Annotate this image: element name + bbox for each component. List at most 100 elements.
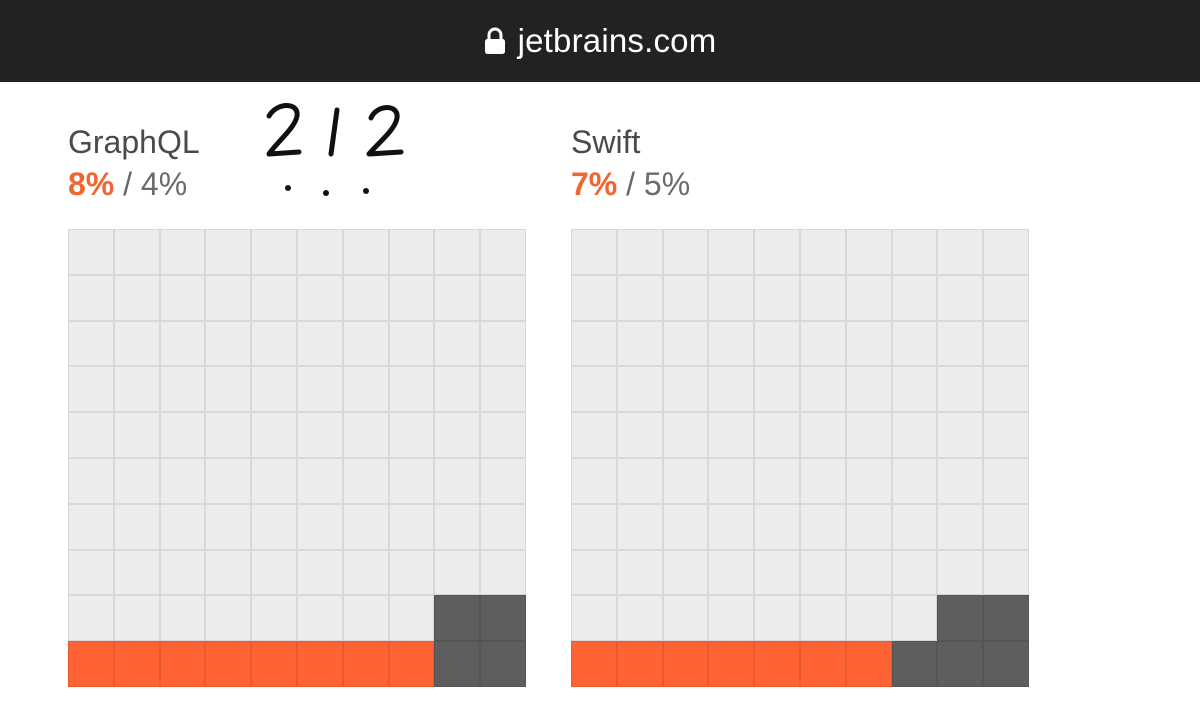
waffle-cell <box>571 412 617 458</box>
waffle-cell <box>662 412 709 458</box>
waffle-cell <box>251 412 297 458</box>
swift-title: Swift <box>571 124 641 160</box>
waffle-cell <box>388 320 435 367</box>
waffle-cell <box>113 320 160 367</box>
waffle-cell <box>296 412 343 458</box>
waffle-cell <box>296 366 343 413</box>
waffle-cell <box>891 366 938 413</box>
waffle-cell <box>708 503 755 550</box>
waffle-cell <box>662 274 709 321</box>
waffle-cell <box>616 549 663 596</box>
waffle-cell <box>754 412 800 458</box>
waffle-cell <box>251 274 297 321</box>
waffle-cell-secondary <box>891 641 938 687</box>
waffle-cell <box>68 366 114 413</box>
waffle-cell <box>662 457 709 504</box>
waffle-cell <box>113 549 160 596</box>
waffle-cell <box>480 229 526 275</box>
waffle-cell <box>113 457 160 504</box>
waffle-cell <box>754 274 800 321</box>
waffle-cell <box>388 366 435 413</box>
waffle-cell-primary <box>296 641 343 687</box>
graphql-title: GraphQL <box>68 124 200 160</box>
waffle-cell <box>342 229 389 275</box>
waffle-cell-primary <box>571 641 617 687</box>
waffle-cell <box>342 457 389 504</box>
lock-icon <box>484 27 506 55</box>
waffle-cell <box>937 503 984 550</box>
waffle-cell <box>891 274 938 321</box>
waffle-cell <box>983 229 1029 275</box>
url-display[interactable]: jetbrains.com <box>484 22 717 60</box>
waffle-cell <box>434 503 481 550</box>
waffle-cell <box>799 366 846 413</box>
waffle-cell <box>159 595 206 642</box>
waffle-cell-primary <box>388 641 435 687</box>
waffle-cell <box>159 503 206 550</box>
waffle-cell <box>68 457 114 504</box>
waffle-cell <box>571 503 617 550</box>
waffle-cell <box>571 595 617 642</box>
waffle-cell-primary <box>159 641 206 687</box>
waffle-cell <box>616 366 663 413</box>
waffle-cell <box>68 412 114 458</box>
waffle-cell <box>342 320 389 367</box>
waffle-cell <box>68 549 114 596</box>
waffle-cell <box>891 320 938 367</box>
waffle-cell <box>159 274 206 321</box>
waffle-cell <box>113 503 160 550</box>
waffle-cell <box>891 549 938 596</box>
waffle-cell <box>891 229 938 275</box>
waffle-cell <box>937 229 984 275</box>
waffle-cell <box>480 457 526 504</box>
waffle-cell <box>616 503 663 550</box>
graphql-primary-value: 8% <box>68 166 115 202</box>
waffle-cell <box>799 229 846 275</box>
waffle-cell-primary <box>113 641 160 687</box>
waffle-cell <box>708 457 755 504</box>
waffle-cell <box>251 366 297 413</box>
waffle-cell <box>159 366 206 413</box>
waffle-cell <box>342 412 389 458</box>
swift-separator: / <box>617 166 644 202</box>
waffle-cell <box>296 549 343 596</box>
waffle-cell <box>937 274 984 321</box>
waffle-cell-primary <box>754 641 800 687</box>
waffle-cell <box>708 274 755 321</box>
waffle-cell <box>616 229 663 275</box>
waffle-cell <box>662 595 709 642</box>
waffle-cell <box>113 595 160 642</box>
waffle-cell-primary <box>342 641 389 687</box>
waffle-cell <box>937 320 984 367</box>
waffle-cell <box>205 412 252 458</box>
waffle-cell <box>342 274 389 321</box>
waffle-cell <box>937 412 984 458</box>
handwritten-annotation <box>266 103 404 196</box>
waffle-cell <box>662 366 709 413</box>
waffle-cell <box>754 366 800 413</box>
waffle-cell <box>708 595 755 642</box>
browser-url-bar[interactable]: jetbrains.com <box>0 0 1200 82</box>
graphql-secondary-value: 4% <box>140 166 188 202</box>
waffle-cell <box>571 457 617 504</box>
waffle-cell <box>434 320 481 367</box>
waffle-cell <box>891 457 938 504</box>
waffle-cell <box>799 412 846 458</box>
waffle-cell <box>616 274 663 321</box>
waffle-cell <box>799 549 846 596</box>
waffle-cell <box>708 366 755 413</box>
waffle-cell <box>434 229 481 275</box>
waffle-cell <box>754 320 800 367</box>
waffle-cell <box>251 457 297 504</box>
waffle-cell <box>845 595 892 642</box>
waffle-cell <box>662 320 709 367</box>
waffle-cell <box>296 229 343 275</box>
waffle-cell <box>388 549 435 596</box>
waffle-cell <box>571 366 617 413</box>
waffle-cell <box>205 320 252 367</box>
waffle-cell <box>754 549 800 596</box>
waffle-cell <box>434 549 481 596</box>
waffle-cell <box>159 412 206 458</box>
waffle-cell-primary <box>205 641 252 687</box>
waffle-cell <box>205 503 252 550</box>
